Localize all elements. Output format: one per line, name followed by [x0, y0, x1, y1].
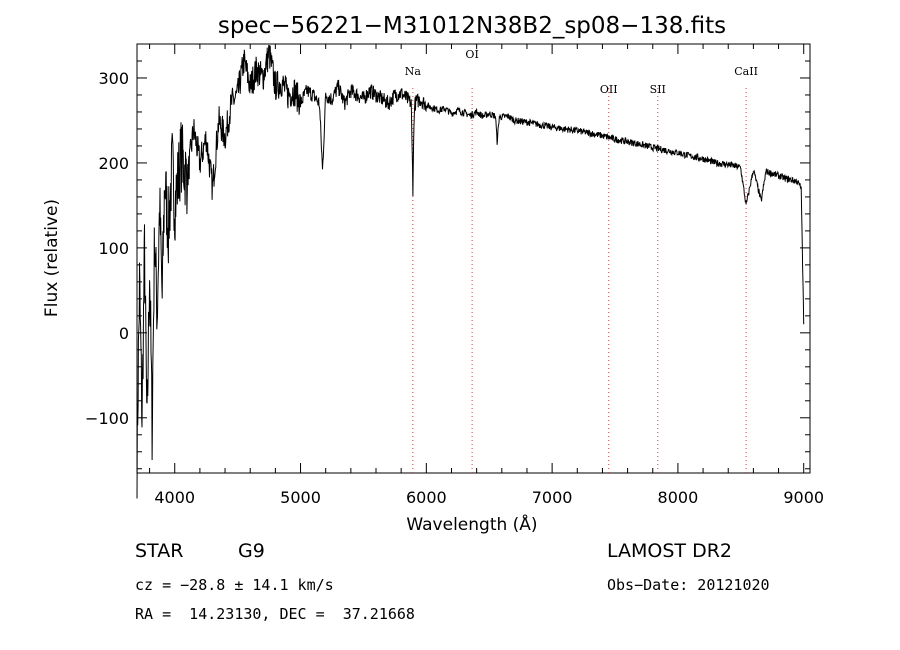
line-label-na: Na [405, 65, 422, 78]
redshift-text: cz = −28.8 ± 14.1 km/s [135, 576, 334, 594]
x-axis-label: Wavelength (Å) [406, 513, 537, 535]
x-tick-label: 8000 [658, 488, 699, 507]
x-tick-label: 9000 [783, 488, 824, 507]
x-tick-label: 4000 [154, 488, 195, 507]
series-group [136, 45, 805, 499]
x-tick-label: 7000 [532, 488, 573, 507]
object-subclass: G9 [238, 540, 265, 562]
y-tick-label: 300 [98, 69, 129, 88]
y-tick-label: 200 [98, 154, 129, 173]
line-label-caii: CaII [734, 65, 758, 78]
x-tick-label: 6000 [406, 488, 447, 507]
line-markers: Na OI OII SII CaII [405, 48, 758, 473]
y-axis-label: Flux (relative) [42, 199, 62, 317]
spectrum-line [136, 45, 805, 499]
object-class: STAR [135, 540, 184, 562]
radec-text: RA = 14.23130, DEC = 37.21668 [135, 605, 415, 623]
survey-label: LAMOST DR2 [607, 540, 732, 562]
line-label-sii: SII [650, 83, 666, 96]
plot-frame [136, 43, 811, 474]
chart-title: spec−56221−M31012N38B2_sp08−138.fits [218, 13, 726, 39]
line-label-oi: OI [465, 48, 478, 61]
y-tick-label: −100 [85, 409, 129, 428]
obs-date-text: Obs−Date: 20121020 [607, 576, 770, 594]
axis-ticks: 4000 5000 6000 7000 8000 9000 −100 0 100 200 300 [85, 43, 824, 507]
y-tick-label: 100 [98, 239, 129, 258]
y-tick-label: 0 [119, 324, 129, 343]
line-label-oii: OII [600, 83, 618, 96]
x-tick-label: 5000 [280, 488, 321, 507]
